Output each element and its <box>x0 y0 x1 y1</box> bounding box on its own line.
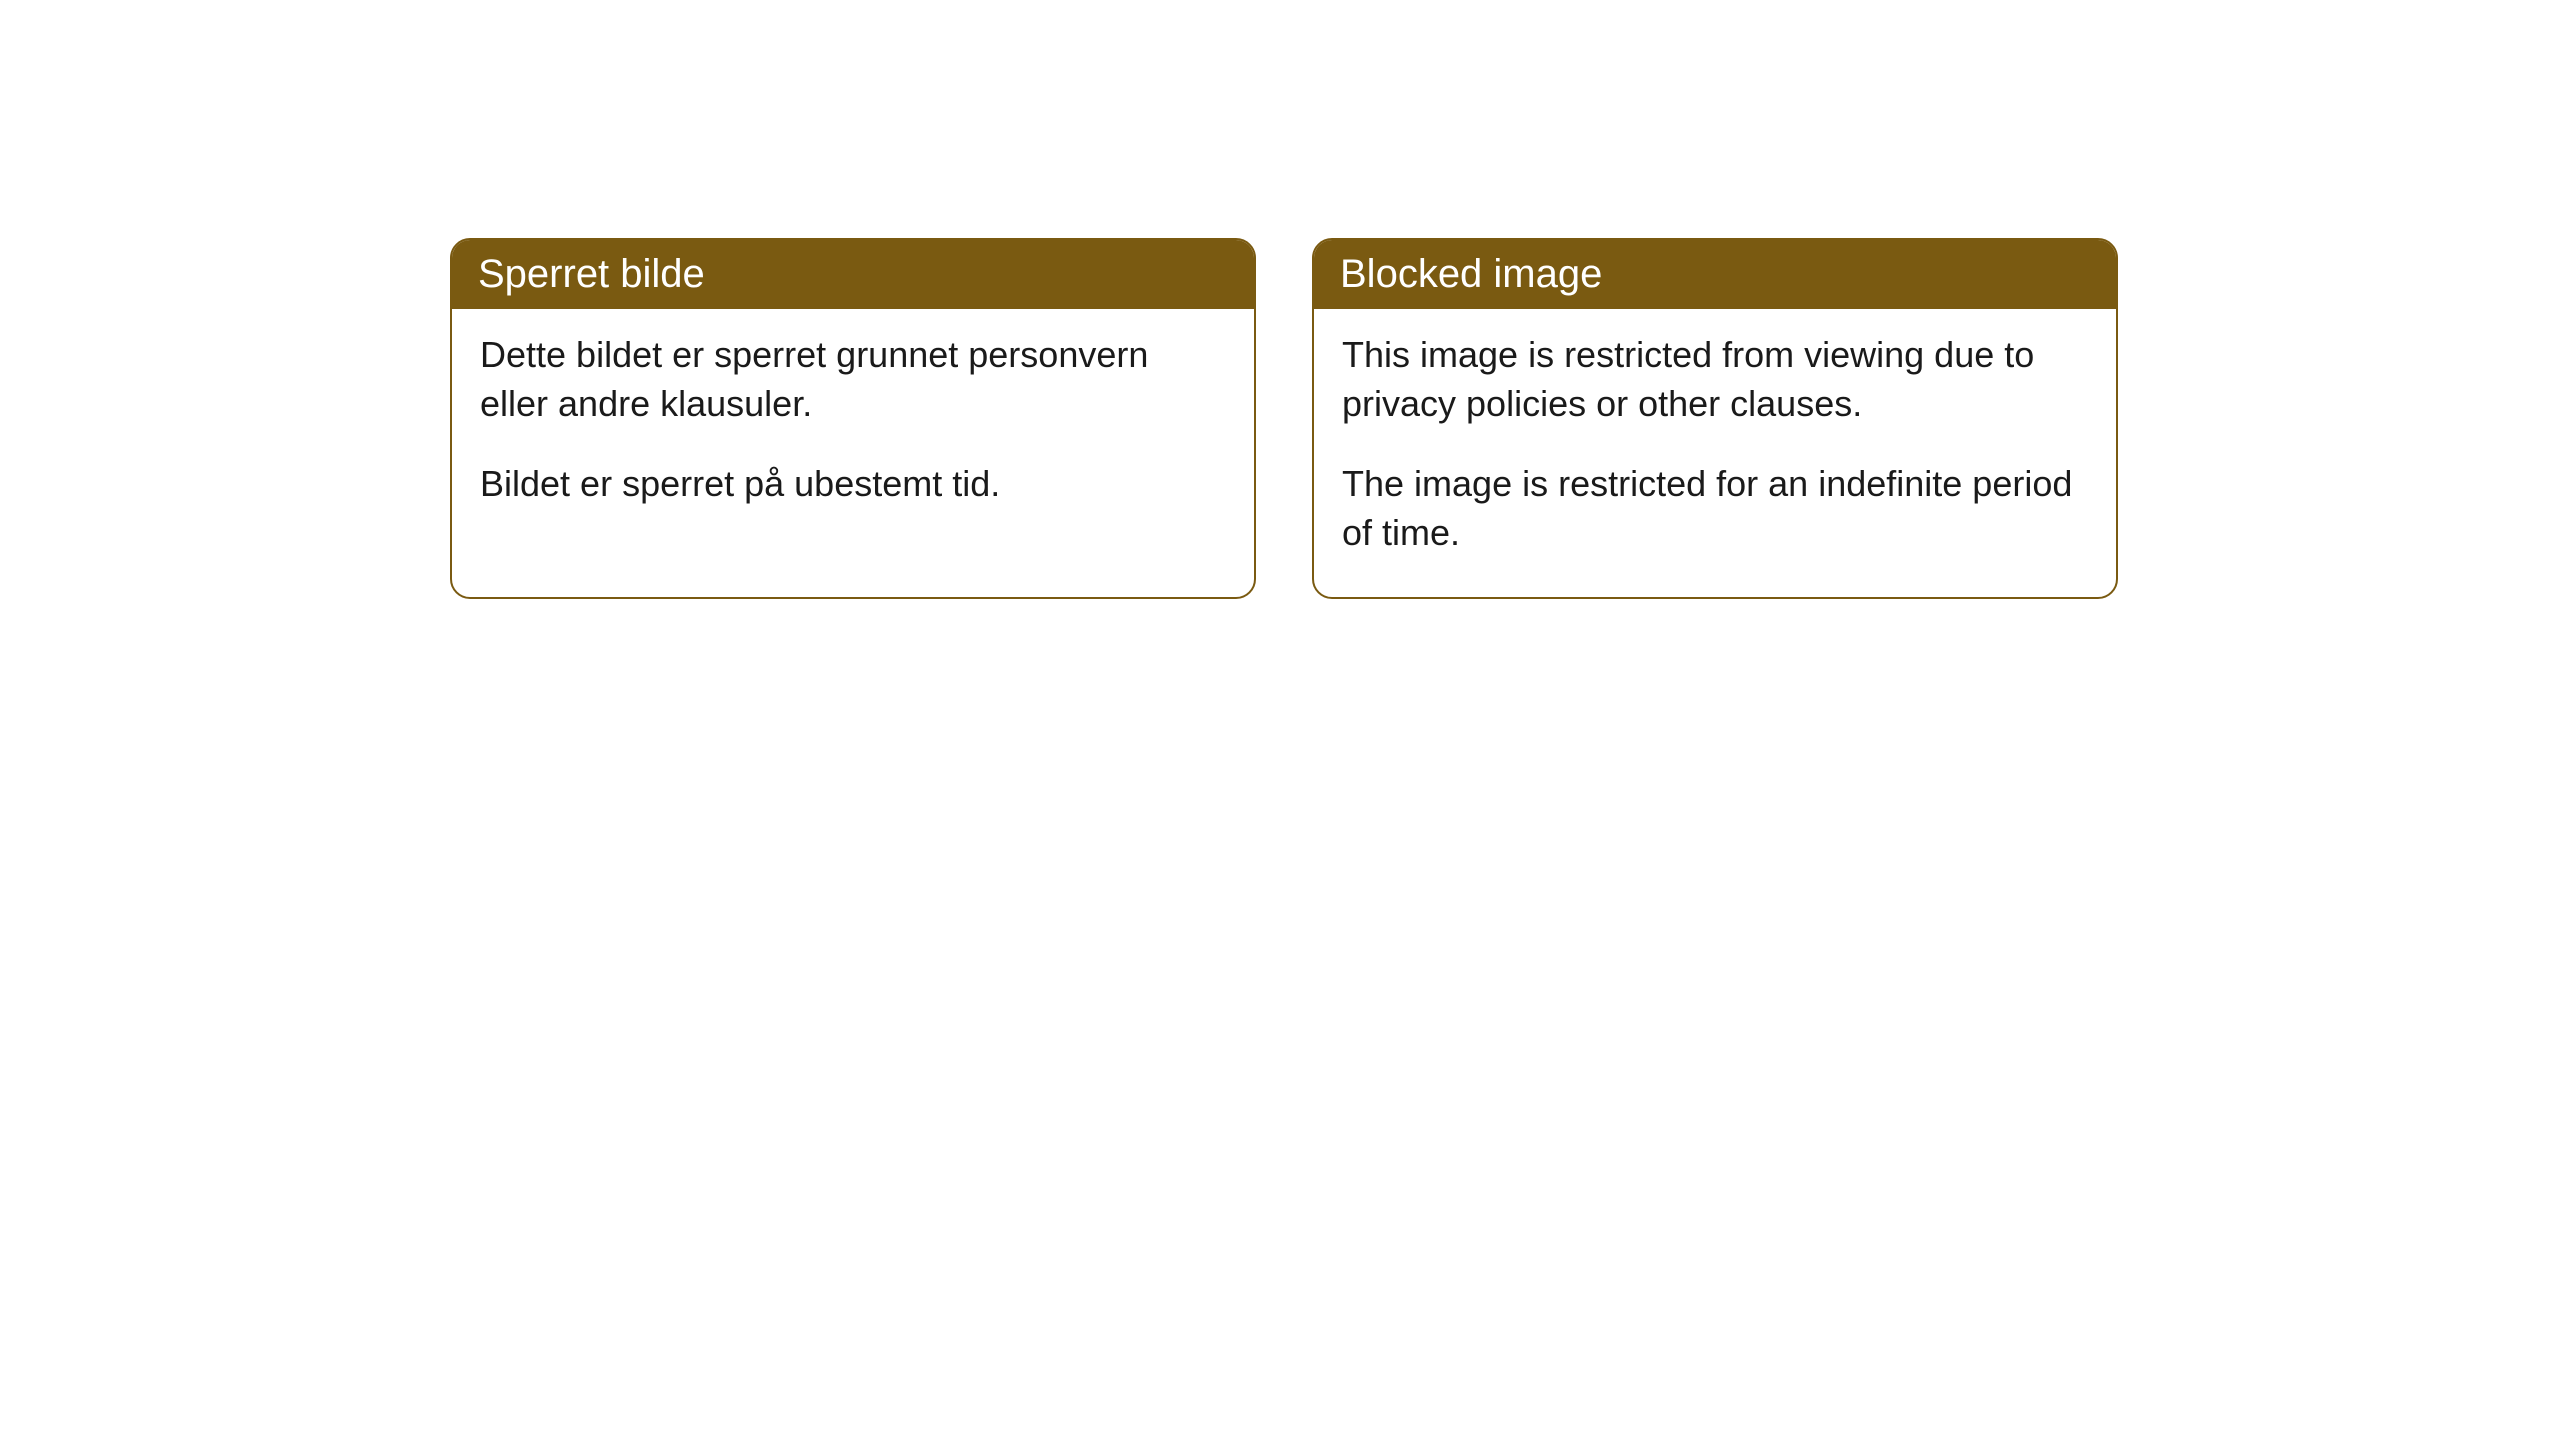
card-paragraph: Bildet er sperret på ubestemt tid. <box>480 460 1226 509</box>
card-body: Dette bildet er sperret grunnet personve… <box>452 309 1254 549</box>
notice-card-norwegian: Sperret bilde Dette bildet er sperret gr… <box>450 238 1256 599</box>
card-header: Blocked image <box>1314 240 2116 309</box>
notice-cards-container: Sperret bilde Dette bildet er sperret gr… <box>0 0 2560 599</box>
card-title: Blocked image <box>1340 252 1602 296</box>
card-paragraph: Dette bildet er sperret grunnet personve… <box>480 331 1226 428</box>
card-title: Sperret bilde <box>478 252 705 296</box>
card-header: Sperret bilde <box>452 240 1254 309</box>
card-body: This image is restricted from viewing du… <box>1314 309 2116 597</box>
notice-card-english: Blocked image This image is restricted f… <box>1312 238 2118 599</box>
card-paragraph: This image is restricted from viewing du… <box>1342 331 2088 428</box>
card-paragraph: The image is restricted for an indefinit… <box>1342 460 2088 557</box>
